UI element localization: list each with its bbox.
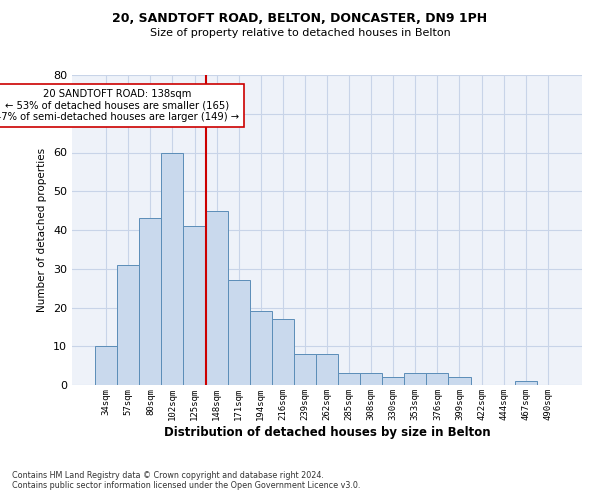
Bar bbox=[95, 346, 117, 385]
Bar bbox=[316, 354, 338, 385]
Bar bbox=[206, 210, 227, 385]
Bar bbox=[250, 312, 272, 385]
Bar bbox=[382, 377, 404, 385]
Bar bbox=[184, 226, 206, 385]
Bar bbox=[161, 152, 184, 385]
Bar bbox=[117, 265, 139, 385]
Bar bbox=[227, 280, 250, 385]
Bar bbox=[139, 218, 161, 385]
Text: Size of property relative to detached houses in Belton: Size of property relative to detached ho… bbox=[149, 28, 451, 38]
Bar bbox=[427, 374, 448, 385]
Bar bbox=[360, 374, 382, 385]
Text: 20, SANDTOFT ROAD, BELTON, DONCASTER, DN9 1PH: 20, SANDTOFT ROAD, BELTON, DONCASTER, DN… bbox=[112, 12, 488, 26]
Bar bbox=[338, 374, 360, 385]
Text: Contains HM Land Registry data © Crown copyright and database right 2024.
Contai: Contains HM Land Registry data © Crown c… bbox=[12, 470, 361, 490]
Bar bbox=[294, 354, 316, 385]
Text: Distribution of detached houses by size in Belton: Distribution of detached houses by size … bbox=[164, 426, 490, 439]
Bar bbox=[515, 381, 537, 385]
Bar bbox=[448, 377, 470, 385]
Text: 20 SANDTOFT ROAD: 138sqm
← 53% of detached houses are smaller (165)
47% of semi-: 20 SANDTOFT ROAD: 138sqm ← 53% of detach… bbox=[0, 88, 239, 122]
Y-axis label: Number of detached properties: Number of detached properties bbox=[37, 148, 47, 312]
Bar bbox=[404, 374, 427, 385]
Bar bbox=[272, 319, 294, 385]
